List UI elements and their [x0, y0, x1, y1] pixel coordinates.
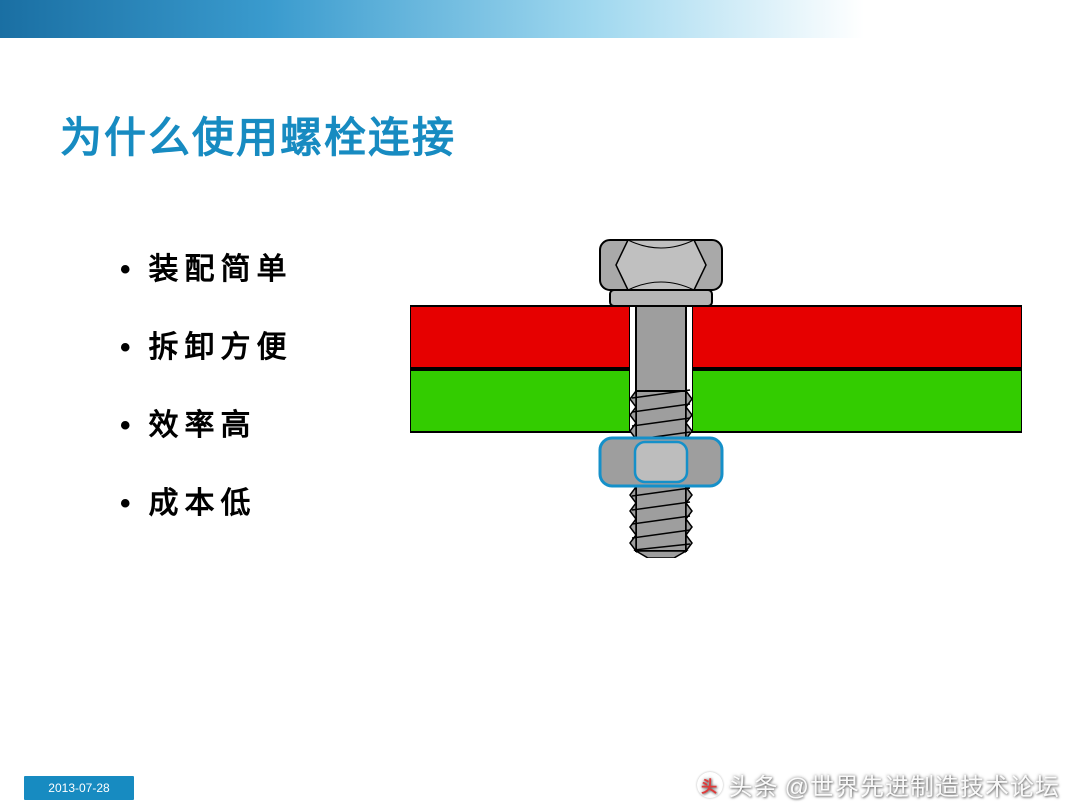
footer-date: 2013-07-28: [24, 776, 134, 800]
watermark-text: @世界先进制造技术论坛: [785, 767, 1060, 802]
bolt-head: [600, 240, 722, 290]
bullet-item: 成本低: [120, 478, 293, 522]
bullet-item: 装配简单: [120, 244, 293, 288]
bullet-item: 拆卸方便: [120, 322, 293, 366]
bullet-list: 装配简单 拆卸方便 效率高 成本低: [120, 244, 293, 556]
header-gradient: [0, 0, 1080, 38]
slide-title: 为什么使用螺栓连接: [60, 104, 456, 165]
watermark-icon: 头: [697, 772, 723, 798]
watermark: 头 头条 @世界先进制造技术论坛: [697, 767, 1060, 802]
watermark-prefix: 头条: [729, 767, 779, 802]
bolt-diagram: [410, 228, 1022, 558]
nut: [600, 438, 722, 486]
bullet-item: 效率高: [120, 400, 293, 444]
slide: 为什么使用螺栓连接 装配简单 拆卸方便 效率高 成本低: [0, 0, 1080, 810]
